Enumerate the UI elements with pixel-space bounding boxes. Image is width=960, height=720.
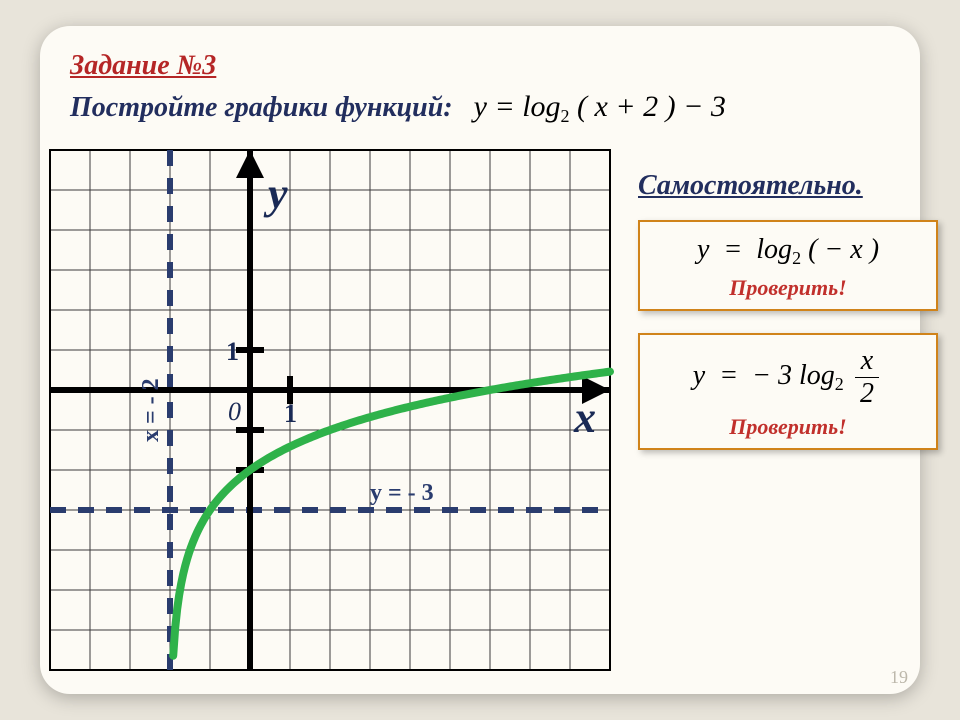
svg-text:1: 1 [284, 399, 297, 428]
svg-text:x: x [573, 393, 596, 442]
side-title: Самостоятельно. [638, 170, 938, 202]
formula-boxes: y = log2 ( − x ) Проверить!y = − 3 log2 … [638, 220, 938, 450]
svg-text:x = - 2: x = - 2 [138, 378, 164, 442]
formula-box: y = − 3 log2 x2 Проверить! [638, 333, 938, 450]
svg-text:0: 0 [228, 397, 241, 426]
side-panel: Самостоятельно. y = log2 ( − x ) Провери… [638, 170, 938, 472]
main-formula: y = log2 ( x + 2 ) − 3 [474, 90, 726, 123]
svg-text:y = - 3: y = - 3 [370, 480, 434, 506]
check-button[interactable]: Проверить! [652, 414, 924, 440]
task-number: Задание №3 [70, 50, 216, 81]
svg-text:1: 1 [226, 337, 239, 366]
prompt-text: Постройте графики функций: [70, 92, 453, 123]
task-header: Задание №3 [70, 50, 890, 82]
formula-eq: y = log2 ( − x ) [652, 234, 924, 269]
check-button[interactable]: Проверить! [652, 275, 924, 301]
slide-number: 19 [890, 667, 908, 688]
prompt-line: Постройте графики функций: y = log2 ( x … [70, 90, 890, 127]
slide-card: Задание №3 Постройте графики функций: y … [40, 26, 920, 694]
function-chart: yx011y = - 3x = - 2 [40, 135, 620, 685]
formula-box: y = log2 ( − x ) Проверить! [638, 220, 938, 311]
formula-eq: y = − 3 log2 x2 [652, 347, 924, 408]
